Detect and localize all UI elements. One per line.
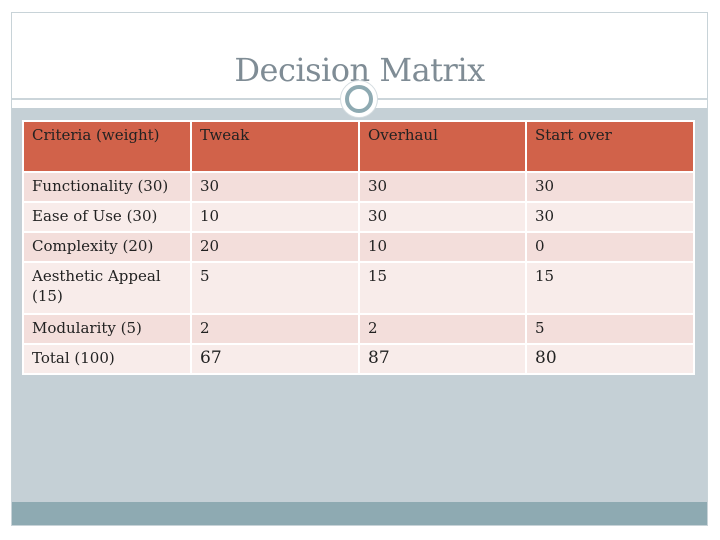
table-row: Aesthetic Appeal (15) 5 15 15 (22, 261, 695, 315)
table-cell: 15 (358, 261, 527, 315)
table-cell: 2 (358, 313, 527, 345)
row-label: Functionality (30) (22, 171, 192, 203)
table-cell: 15 (525, 261, 695, 315)
row-label: Complexity (20) (22, 231, 192, 263)
table-cell: 30 (358, 201, 527, 233)
row-label: Modularity (5) (22, 313, 192, 345)
table-cell: 30 (358, 171, 527, 203)
table-cell: 80 (525, 343, 695, 375)
header-cell-tweak: Tweak (190, 120, 360, 173)
table-row: Complexity (20) 20 10 0 (22, 231, 695, 263)
circle-ornament-icon (340, 80, 378, 118)
table-cell: 20 (190, 231, 360, 263)
table-cell: 2 (190, 313, 360, 345)
table-cell: 30 (525, 201, 695, 233)
header-cell-overhaul: Overhaul (358, 120, 527, 173)
table-row: Modularity (5) 2 2 5 (22, 313, 695, 345)
row-label: Aesthetic Appeal (15) (22, 261, 192, 315)
row-label: Ease of Use (30) (22, 201, 192, 233)
footer-band (12, 502, 707, 525)
decision-matrix-table: Criteria (weight) Tweak Overhaul Start o… (22, 120, 695, 375)
table-cell: 5 (525, 313, 695, 345)
table-cell: 30 (190, 171, 360, 203)
table-cell: 87 (358, 343, 527, 375)
table-cell: 5 (190, 261, 360, 315)
table-cell: 10 (358, 231, 527, 263)
header-cell-criteria: Criteria (weight) (22, 120, 192, 173)
table-row-total: Total (100) 67 87 80 (22, 343, 695, 375)
row-label: Total (100) (22, 343, 192, 375)
header-cell-start-over: Start over (525, 120, 695, 173)
table-cell: 10 (190, 201, 360, 233)
table-cell: 0 (525, 231, 695, 263)
table-row: Functionality (30) 30 30 30 (22, 171, 695, 203)
table-header-row: Criteria (weight) Tweak Overhaul Start o… (22, 120, 695, 173)
table-cell: 67 (190, 343, 360, 375)
table-row: Ease of Use (30) 10 30 30 (22, 201, 695, 233)
table-cell: 30 (525, 171, 695, 203)
